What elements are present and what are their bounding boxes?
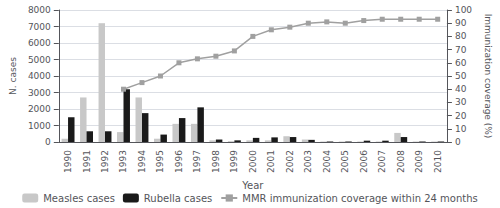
svg-text:90: 90 bbox=[455, 18, 467, 28]
svg-text:2004: 2004 bbox=[322, 150, 332, 173]
svg-text:1998: 1998 bbox=[211, 150, 221, 173]
svg-text:3000: 3000 bbox=[28, 88, 51, 98]
svg-text:1996: 1996 bbox=[174, 150, 184, 173]
svg-text:2009: 2009 bbox=[414, 150, 424, 173]
svg-text:2007: 2007 bbox=[377, 150, 387, 173]
svg-text:2001: 2001 bbox=[266, 150, 276, 173]
svg-text:MMR immunization coverage with: MMR immunization coverage within 24 mont… bbox=[242, 193, 478, 204]
svg-text:Year: Year bbox=[241, 180, 264, 191]
svg-text:2000: 2000 bbox=[248, 150, 258, 173]
svg-text:Measles cases: Measles cases bbox=[43, 193, 115, 204]
svg-text:10: 10 bbox=[455, 124, 467, 134]
svg-text:50: 50 bbox=[455, 71, 467, 81]
svg-text:0: 0 bbox=[455, 137, 461, 147]
svg-text:8000: 8000 bbox=[28, 5, 51, 15]
svg-text:0: 0 bbox=[45, 137, 51, 147]
svg-text:60: 60 bbox=[455, 58, 467, 68]
svg-text:2010: 2010 bbox=[433, 150, 443, 173]
svg-text:40: 40 bbox=[455, 84, 467, 94]
svg-text:2002: 2002 bbox=[285, 150, 295, 173]
svg-text:5000: 5000 bbox=[28, 55, 51, 65]
svg-text:30: 30 bbox=[455, 97, 467, 107]
svg-text:1997: 1997 bbox=[192, 150, 202, 173]
svg-text:2008: 2008 bbox=[396, 150, 406, 173]
svg-text:1992: 1992 bbox=[100, 150, 110, 173]
svg-text:1993: 1993 bbox=[118, 150, 128, 173]
svg-text:80: 80 bbox=[455, 31, 467, 41]
svg-text:N. cases: N. cases bbox=[8, 57, 18, 95]
svg-text:Immunization coverage (%): Immunization coverage (%) bbox=[483, 14, 493, 139]
svg-text:2006: 2006 bbox=[359, 150, 369, 173]
svg-text:1991: 1991 bbox=[82, 150, 92, 173]
svg-text:20: 20 bbox=[455, 111, 467, 121]
svg-text:1000: 1000 bbox=[28, 121, 51, 131]
svg-text:Rubella cases: Rubella cases bbox=[144, 193, 212, 204]
svg-text:100: 100 bbox=[455, 5, 472, 15]
svg-text:6000: 6000 bbox=[28, 38, 51, 48]
svg-text:2000: 2000 bbox=[28, 104, 51, 114]
svg-text:2003: 2003 bbox=[303, 150, 313, 173]
svg-text:2005: 2005 bbox=[340, 150, 350, 173]
svg-text:1994: 1994 bbox=[137, 150, 147, 173]
svg-text:7000: 7000 bbox=[28, 22, 51, 32]
svg-text:1990: 1990 bbox=[63, 150, 73, 173]
svg-text:70: 70 bbox=[455, 45, 467, 55]
svg-text:1995: 1995 bbox=[155, 150, 165, 173]
svg-text:4000: 4000 bbox=[28, 71, 51, 81]
svg-text:1999: 1999 bbox=[229, 150, 239, 173]
